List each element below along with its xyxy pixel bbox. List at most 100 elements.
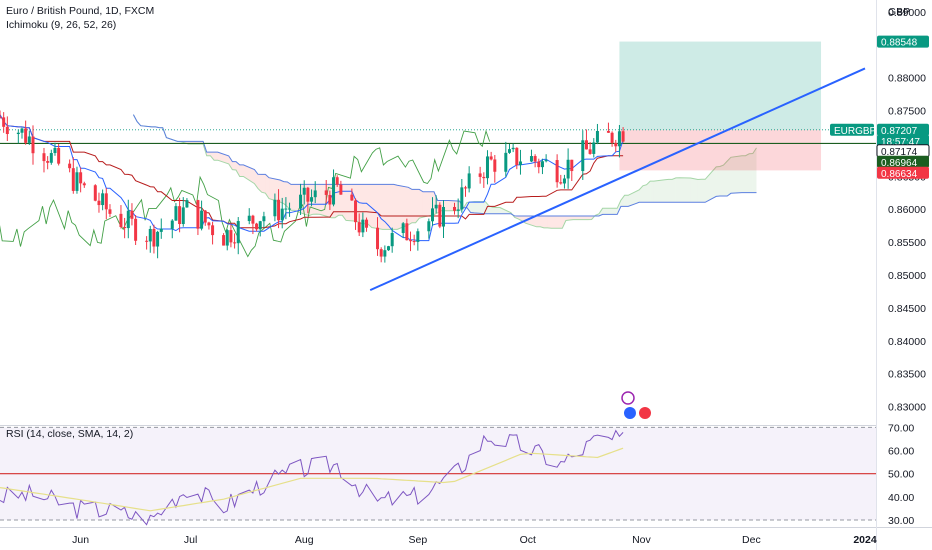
candle-body (101, 193, 105, 206)
badge-bg (877, 155, 929, 168)
badge-bg (877, 123, 929, 136)
price-badge: 0.87174 (876, 144, 930, 158)
candle-body (350, 194, 354, 201)
candle-body (387, 246, 391, 251)
candle-body (277, 199, 281, 221)
cloud-segment (730, 155, 742, 194)
cloud-segment (518, 216, 522, 221)
rsi-sma-line (0, 447, 624, 512)
candle-body (306, 187, 310, 202)
candle-body (416, 231, 420, 242)
candle-body (489, 156, 493, 160)
cloud-segment (551, 216, 563, 229)
candle-body (339, 184, 343, 195)
candle-body (181, 207, 185, 225)
candle-body (49, 153, 53, 163)
candle-body (354, 200, 358, 223)
cloud-segment (210, 152, 215, 161)
candle-body (24, 128, 28, 143)
cloud-segment (265, 174, 270, 199)
candle-body (247, 215, 251, 222)
cloud-segment (287, 181, 292, 211)
cloud-segment (496, 207, 500, 214)
candle-body (251, 215, 255, 224)
cloud-segment (727, 157, 731, 197)
candle-body (200, 210, 204, 229)
cloud-segment (444, 200, 449, 211)
ichimoku-span-a (132, 114, 757, 230)
candle-body (555, 160, 559, 183)
uk-flag-icon (639, 407, 651, 419)
ichimoku-lagging-span (0, 129, 491, 258)
price-tick-label: 0.83500 (888, 369, 926, 381)
cloud-segment (335, 184, 339, 218)
candle-body (31, 136, 35, 154)
cloud-segment (701, 179, 706, 203)
candle-body (379, 249, 383, 257)
badge-bg (830, 123, 874, 136)
cloud-segment (646, 181, 651, 203)
candle-body (592, 142, 596, 154)
candle-body (431, 208, 435, 222)
candle-body (145, 240, 149, 242)
cloud-segment (360, 184, 365, 224)
candle-body (258, 221, 262, 230)
time-tick-label: 2024 (853, 534, 877, 546)
price-tick-label: 0.83000 (888, 402, 926, 414)
cloud-segment (624, 195, 629, 207)
cloud-segment (382, 184, 387, 230)
candle-body (211, 225, 215, 236)
candle-body (16, 132, 20, 135)
cloud-segment (639, 185, 643, 203)
cloud-segment (697, 179, 702, 203)
symbol-badge: EURGBP (830, 123, 877, 137)
cloud-segment (694, 178, 698, 203)
cloud-segment (470, 201, 475, 213)
cloud-segment (613, 208, 618, 215)
candle-body (463, 187, 467, 189)
badge-text: 0.86964 (881, 158, 918, 169)
cloud-segment (364, 184, 368, 225)
candle-body (119, 213, 123, 228)
price-tick-label: 0.84000 (888, 336, 926, 348)
position-target-zone (619, 41, 822, 130)
candle-body (236, 221, 240, 244)
candle-body (478, 173, 482, 177)
cloud-segment (569, 216, 574, 221)
candle-body (170, 220, 174, 229)
candle-body (485, 156, 489, 179)
candle-body (156, 231, 160, 247)
eu-flag-icon (624, 407, 636, 419)
candle-body (335, 177, 339, 185)
cloud-segment (547, 216, 552, 229)
candle-body (178, 206, 182, 225)
price-tick-label: 0.86000 (888, 204, 926, 216)
price-badge: 0.86634 (877, 166, 929, 180)
cloud-segment (664, 179, 669, 203)
cloud-segment (488, 205, 493, 214)
candle-body (493, 159, 497, 172)
candle-body (537, 161, 541, 168)
time-tick-label: Jun (72, 534, 89, 546)
lightning-event-icon (621, 391, 635, 405)
cloud-segment (565, 216, 570, 221)
cloud-segment (620, 195, 625, 207)
cloud-segment (239, 164, 244, 177)
rsi-tick-label: 30.00 (888, 515, 914, 527)
cloud-segment (650, 181, 654, 203)
currency-label: GBP (888, 6, 911, 18)
candle-body (621, 131, 625, 142)
candle-body (581, 140, 585, 172)
candle-body (71, 168, 75, 191)
candle-body (2, 117, 6, 127)
candle-body (108, 209, 112, 214)
candle-body (302, 187, 306, 195)
price-tick-label: 0.85500 (888, 237, 926, 249)
time-tick-label: Aug (295, 534, 314, 546)
candle-body (97, 200, 101, 206)
price-badge: 0.87207 (877, 123, 929, 137)
cloud-segment (602, 208, 614, 215)
cloud-segment (283, 181, 288, 207)
candle-body (511, 147, 515, 150)
